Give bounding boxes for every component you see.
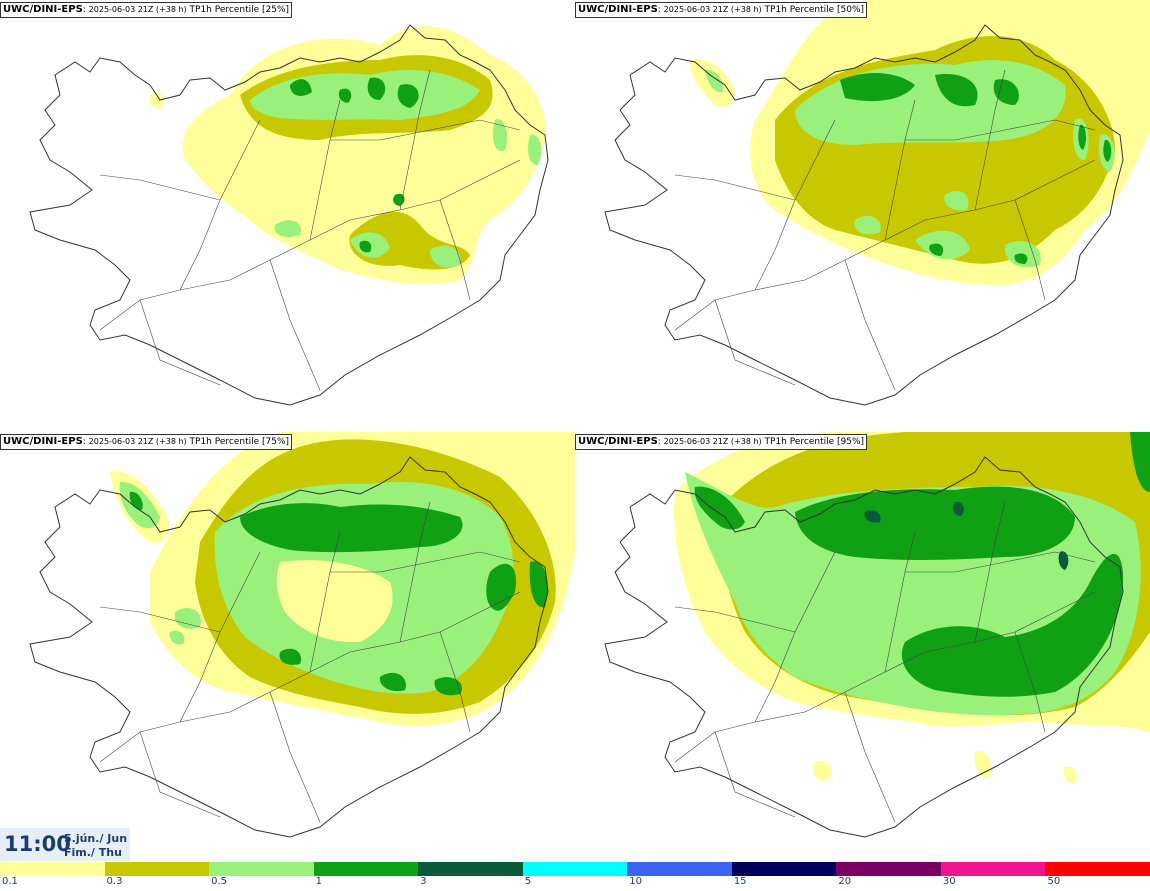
- panel-title: UWC/DINI-EPS: 2025-06-03 21Z (+38 h) TP1…: [0, 434, 293, 450]
- precip-field: [674, 432, 1150, 784]
- colorbar-label: 15: [733, 876, 747, 887]
- colorbar-segment: [104, 862, 210, 876]
- panel-title: UWC/DINI-EPS: 2025-06-03 21Z (+38 h) TP1…: [0, 2, 293, 18]
- panel-title: UWC/DINI-EPS: 2025-06-03 21Z (+38 h) TP1…: [575, 434, 868, 450]
- precip-field: [110, 432, 575, 726]
- colorbar-segment: [209, 862, 314, 876]
- valid-time: 11:00: [4, 832, 71, 856]
- panel-title: UWC/DINI-EPS: 2025-06-03 21Z (+38 h) TP1…: [575, 2, 868, 18]
- precip-field: [149, 26, 546, 285]
- colorbar-segment: [627, 862, 732, 876]
- colorbar-label: 1: [315, 876, 322, 887]
- map-panel-50: UWC/DINI-EPS: 2025-06-03 21Z (+38 h) TP1…: [575, 0, 1150, 432]
- valid-date-line1: 5.jún./ Jun: [64, 832, 128, 845]
- precip-field: [690, 0, 1150, 285]
- colorbar: [0, 862, 1150, 876]
- colorbar-labels: 0.1 0.3 0.5 1 3 5 10 15 20 30 50: [0, 876, 1150, 890]
- colorbar-segment: [836, 862, 941, 876]
- map-panel-25: UWC/DINI-EPS: 2025-06-03 21Z (+38 h) TP1…: [0, 0, 575, 432]
- colorbar-segment: [0, 862, 105, 876]
- colorbar-segment: [522, 862, 628, 876]
- colorbar-segment: [313, 862, 419, 876]
- colorbar-label: 0.3: [106, 876, 123, 887]
- colorbar-segment: [418, 862, 523, 876]
- precip-map: [29, 24, 549, 406]
- precip-map: [604, 432, 1150, 838]
- valid-time-box: 11:00 5.jún./ Jun Fim./ Thu: [0, 828, 130, 861]
- map-panel-75: UWC/DINI-EPS: 2025-06-03 21Z (+38 h) TP1…: [0, 432, 575, 864]
- colorbar-segment: [731, 862, 837, 876]
- map-panel-95: UWC/DINI-EPS: 2025-06-03 21Z (+38 h) TP1…: [575, 432, 1150, 864]
- colorbar-label: 10: [629, 876, 642, 887]
- valid-date-line2: Fim./ Thu: [64, 846, 122, 859]
- colorbar-label: 30: [942, 876, 956, 887]
- precip-map: [604, 0, 1150, 406]
- precip-map: [29, 432, 575, 838]
- colorbar-label: 5: [524, 876, 532, 887]
- colorbar-label: 50: [1047, 876, 1061, 887]
- colorbar-label: 20: [838, 876, 852, 887]
- colorbar-label: 0.1: [2, 876, 18, 887]
- colorbar-label: 0.5: [211, 876, 227, 887]
- colorbar-segment: [1045, 862, 1150, 876]
- colorbar-segment: [940, 862, 1046, 876]
- colorbar-label: 3: [420, 876, 427, 887]
